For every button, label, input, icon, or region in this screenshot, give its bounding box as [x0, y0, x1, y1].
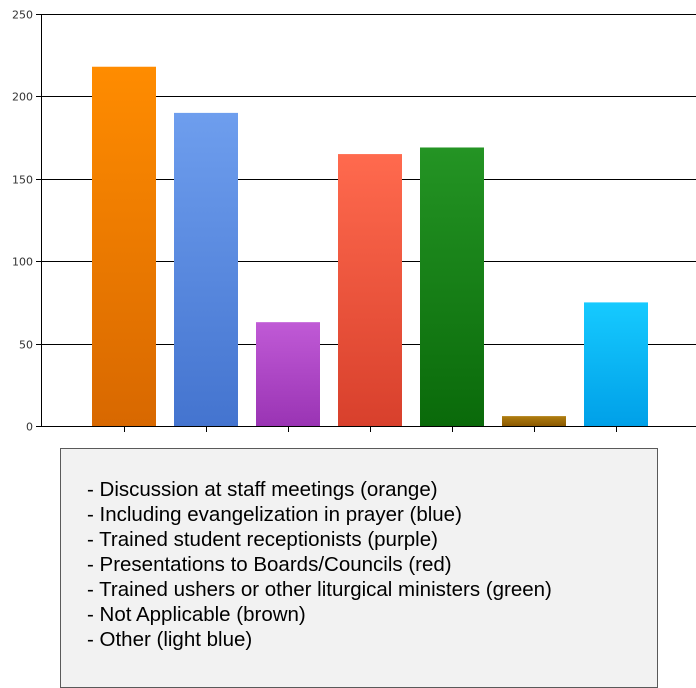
y-tick-label: 100: [12, 256, 33, 269]
bar: [338, 154, 402, 426]
legend-list: - Discussion at staff meetings (orange) …: [87, 477, 552, 652]
y-tick-label: 200: [12, 91, 33, 104]
legend-item: - Including evangelization in prayer (bl…: [87, 503, 462, 526]
legend-item: - Trained ushers or other liturgical min…: [87, 578, 552, 601]
bar: [420, 147, 484, 426]
legend: - Discussion at staff meetings (orange) …: [60, 448, 658, 688]
y-tick-label: 250: [12, 9, 33, 22]
y-tick-label: 0: [26, 421, 33, 434]
bar: [256, 322, 320, 426]
bar: [174, 112, 238, 426]
legend-item: - Other (light blue): [87, 628, 253, 651]
bar: [584, 302, 648, 426]
bar: [502, 416, 566, 426]
legend-item: - Presentations to Boards/Councils (red): [87, 553, 452, 576]
bar: [92, 66, 156, 427]
legend-item: - Not Applicable (brown): [87, 603, 306, 626]
legend-item: - Trained student receptionists (purple): [87, 528, 438, 551]
legend-item: - Discussion at staff meetings (orange): [87, 478, 438, 501]
bar-chart: 0 50 100 150 200 250: [12, 9, 696, 434]
y-tick-label: 50: [19, 339, 33, 352]
y-tick-label: 150: [12, 174, 33, 187]
